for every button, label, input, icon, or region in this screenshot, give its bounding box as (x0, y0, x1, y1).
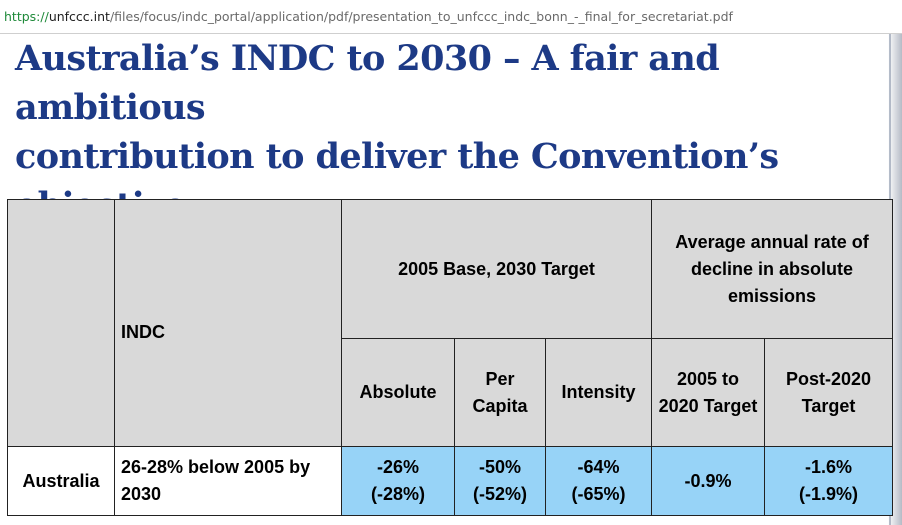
per-capita-value-cell: -50% (-52%) (454, 446, 546, 516)
absolute-value: -26% (376, 457, 420, 477)
base-group-header: 2005 Base, 2030 Target (341, 199, 652, 339)
absolute-value-cell: -26% (-28%) (341, 446, 455, 516)
target-2005-2020-value-cell: -0.9% (651, 446, 765, 516)
per-capita-value-upper: (-52%) (472, 484, 527, 504)
absolute-value-upper: (-28%) (370, 484, 425, 504)
post-2020-value: -1.6% (804, 457, 853, 477)
absolute-header: Absolute (341, 338, 455, 447)
url-host: unfccc.int (48, 9, 110, 24)
indc-header: INDC (114, 199, 342, 447)
post-2020-header: Post-2020 Target (764, 338, 893, 447)
per-capita-header: Per Capita (454, 338, 546, 447)
country-cell: Australia (7, 446, 115, 516)
url-scheme: https:// (4, 9, 49, 24)
slide-title-line-1: Australia’s INDC to 2030 – A fair and am… (15, 38, 720, 128)
intensity-value: -64% (577, 457, 620, 477)
post-2020-value-cell: -1.6% (-1.9%) (764, 446, 893, 516)
address-bar[interactable]: https://unfccc.int/files/focus/indc_port… (0, 0, 902, 34)
slide-title: Australia’s INDC to 2030 – A fair and am… (15, 34, 895, 230)
corner-cell (7, 199, 115, 447)
rate-group-header: Average annual rate of decline in absolu… (651, 199, 893, 339)
intensity-value-upper: (-65%) (571, 484, 626, 504)
url-path: /files/focus/indc_portal/application/pdf… (109, 9, 733, 24)
indc-value-cell: 26-28% below 2005 by 2030 (114, 446, 342, 516)
target-2005-2020-header: 2005 to 2020 Target (651, 338, 765, 447)
intensity-header: Intensity (545, 338, 652, 447)
indc-table: INDC 2005 Base, 2030 Target Average annu… (7, 199, 893, 516)
intensity-value-cell: -64% (-65%) (545, 446, 652, 516)
post-2020-value-upper: (-1.9%) (798, 484, 858, 504)
per-capita-value: -50% (478, 457, 522, 477)
